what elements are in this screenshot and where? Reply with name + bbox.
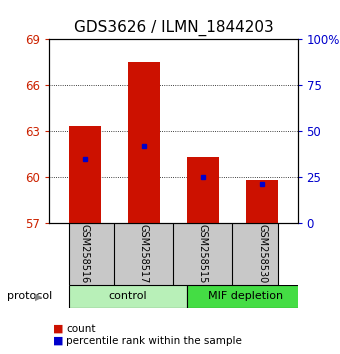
Text: GSM258530: GSM258530 [257, 224, 267, 284]
Title: GDS3626 / ILMN_1844203: GDS3626 / ILMN_1844203 [73, 20, 273, 36]
Bar [187, 157, 219, 223]
Text: ■: ■ [53, 336, 63, 346]
Text: ■: ■ [53, 324, 63, 333]
Text: protocol: protocol [7, 291, 52, 301]
Text: GSM258515: GSM258515 [198, 224, 208, 284]
Bar [68, 126, 101, 223]
FancyBboxPatch shape [68, 285, 187, 308]
Text: ▶: ▶ [35, 291, 43, 301]
Text: count: count [66, 324, 96, 333]
Text: GSM258517: GSM258517 [139, 224, 149, 284]
Bar [246, 180, 278, 223]
Text: percentile rank within the sample: percentile rank within the sample [66, 336, 242, 346]
Text: MIF depletion: MIF depletion [208, 291, 283, 302]
FancyBboxPatch shape [68, 223, 278, 285]
FancyBboxPatch shape [187, 285, 305, 308]
Text: GSM258516: GSM258516 [80, 224, 90, 284]
Bar [128, 62, 160, 223]
Text: control: control [108, 291, 147, 302]
